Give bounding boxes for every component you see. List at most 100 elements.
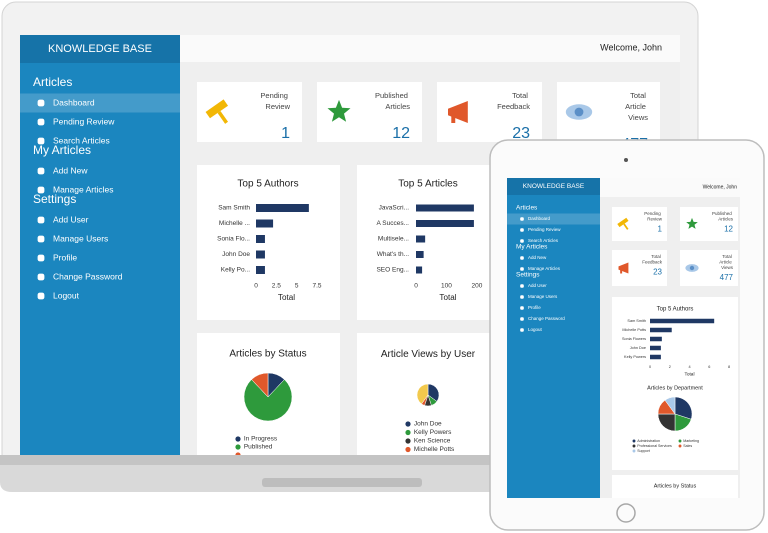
- text-line: Published: [375, 91, 410, 100]
- legend-label: Administration: [637, 439, 660, 443]
- icon: [686, 217, 698, 229]
- text-line: Pending: [260, 91, 290, 100]
- card-value: 1: [281, 125, 290, 142]
- chart-title: Top 5 Authors: [657, 307, 694, 313]
- card-label: Published Articles: [712, 211, 734, 222]
- tablet-screen: Welcome, John KNOWLEDGE BASE Articles Dashb…: [507, 178, 740, 498]
- menu-item[interactable]: Pending Review: [528, 227, 561, 232]
- bar: [650, 336, 662, 342]
- panel: [612, 475, 738, 498]
- legend-swatch: [405, 438, 411, 444]
- bar-label: JavaScri...: [379, 205, 410, 212]
- legend-swatch: [678, 439, 682, 443]
- chart-title: Articles by Status: [654, 483, 697, 489]
- menu-item[interactable]: Dashboard: [53, 97, 95, 107]
- text-line: Articles: [718, 217, 734, 222]
- menu-item[interactable]: Profile: [528, 305, 541, 310]
- icon: [217, 110, 229, 124]
- tablet-home-button[interactable]: [616, 503, 636, 523]
- bar-label: Sam Smith: [218, 205, 250, 212]
- card-value: 1: [658, 225, 663, 234]
- menu-item[interactable]: Manage Users: [53, 233, 108, 243]
- header: [180, 35, 680, 62]
- card-label: Published Articles: [375, 91, 410, 111]
- menu-section: My Articles: [516, 244, 548, 251]
- icon: [448, 101, 468, 123]
- card-value: 477: [720, 273, 734, 282]
- bar-label: Michelle ...: [219, 220, 250, 227]
- legend-swatch: [405, 421, 411, 427]
- menu-item[interactable]: Add New: [528, 255, 547, 260]
- icon: [618, 262, 629, 274]
- menu-item[interactable]: Logout: [53, 290, 80, 300]
- menu-icon: [520, 284, 524, 288]
- legend-swatch: [235, 452, 241, 455]
- menu-active: [507, 213, 600, 225]
- pie-slice: [664, 396, 676, 415]
- x-tick-label: 200: [472, 283, 483, 290]
- icon: [205, 99, 229, 119]
- x-tick-label: 7.5: [312, 283, 321, 290]
- bar: [416, 235, 426, 243]
- bar: [416, 251, 424, 258]
- legend-swatch: [632, 449, 636, 453]
- text-line: Published: [712, 211, 733, 216]
- menu-item[interactable]: Manage Articles: [53, 184, 113, 194]
- bar: [416, 266, 423, 274]
- laptop-hinge: [0, 455, 700, 465]
- legend-swatch: [678, 444, 682, 448]
- text-line: Article: [625, 102, 648, 111]
- legend-label: John Doe: [414, 421, 442, 428]
- text-line: Feedback: [497, 102, 530, 111]
- menu-item[interactable]: Search Articles: [528, 238, 559, 243]
- bar-label: John Doe: [630, 346, 646, 350]
- text-line: Total: [630, 91, 648, 100]
- chart-title: Top 5 Articles: [398, 179, 457, 190]
- x-tick-label: 4: [688, 365, 690, 369]
- bar-label: Multisele...: [378, 236, 409, 243]
- card-label: Pending Review: [644, 211, 663, 222]
- menu-icon: [37, 216, 45, 224]
- x-tick-label: 2: [669, 365, 671, 369]
- menu-item[interactable]: Add User: [53, 214, 89, 224]
- bar-label: Kelly Po...: [221, 267, 250, 274]
- menu-icon: [520, 256, 524, 260]
- legend-swatch: [632, 444, 636, 448]
- menu-item[interactable]: Add User: [528, 283, 547, 288]
- menu-item[interactable]: Manage Users: [528, 294, 558, 299]
- menu-icon: [520, 317, 524, 321]
- menu-icon: [37, 292, 45, 300]
- brand-bar: [507, 178, 600, 195]
- text-line: Feedback: [642, 260, 663, 265]
- welcome: Welcome, John: [600, 42, 662, 52]
- x-tick-label: 5: [295, 283, 299, 290]
- menu-active: [20, 93, 180, 113]
- menu-item[interactable]: Dashboard: [528, 216, 551, 221]
- menu-item[interactable]: Search Articles: [53, 135, 110, 145]
- menu-section: Articles: [33, 75, 72, 89]
- card-label: Pending Review: [260, 91, 290, 111]
- menu-item[interactable]: Change Password: [528, 316, 565, 321]
- bar: [256, 235, 265, 243]
- menu-item[interactable]: Add New: [53, 165, 88, 175]
- menu-item[interactable]: Change Password: [53, 271, 123, 281]
- x-axis-label: Total: [439, 293, 456, 302]
- x-axis-label: Total: [684, 371, 694, 377]
- legend-swatch: [235, 444, 241, 450]
- brand: KNOWLEDGE BASE: [48, 43, 152, 55]
- card-value: 12: [724, 225, 733, 234]
- menu-item[interactable]: Logout: [528, 327, 543, 332]
- menu-icon: [37, 273, 45, 281]
- menu-item[interactable]: Profile: [53, 252, 77, 262]
- x-tick-label: 100: [441, 283, 452, 290]
- icon: [617, 217, 629, 228]
- legend-label: Marketing: [683, 439, 699, 443]
- legend-label: In Progress: [244, 436, 278, 443]
- text-line: Article: [719, 260, 733, 265]
- icon: [574, 107, 584, 117]
- card-value: 12: [392, 125, 410, 142]
- menu-item[interactable]: Pending Review: [53, 116, 115, 126]
- menu-item[interactable]: Manage Articles: [528, 266, 561, 271]
- menu-icon: [520, 217, 524, 221]
